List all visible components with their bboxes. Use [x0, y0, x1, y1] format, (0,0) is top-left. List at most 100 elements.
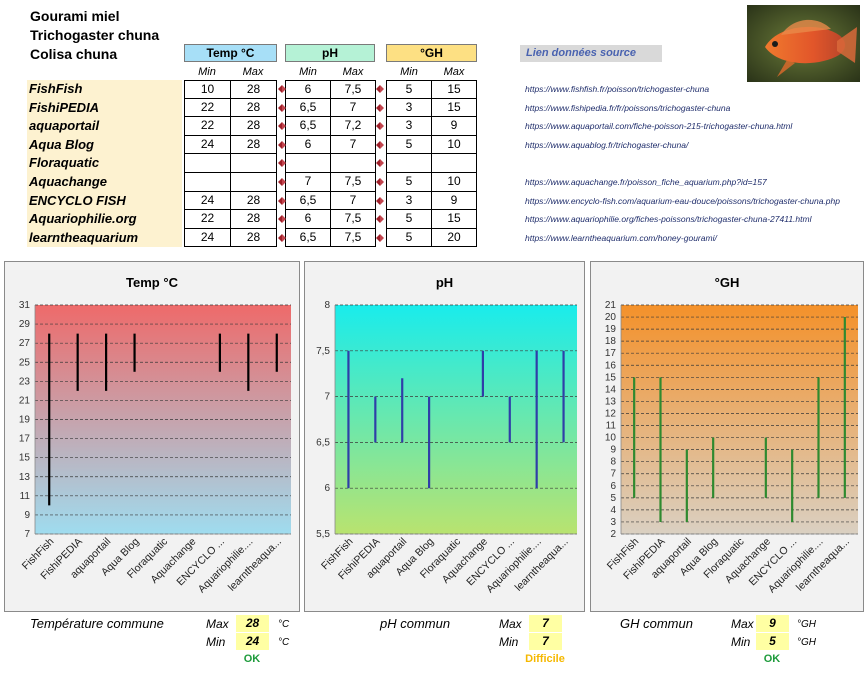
source-url-link[interactable]: https://www.encyclo-fish.com/aquarium-ea… [525, 195, 840, 206]
cell-gh-max: 15 [431, 80, 477, 99]
y-tick-label: 7,5 [316, 346, 330, 357]
source-data-link[interactable]: Lien données source [520, 45, 662, 62]
cell-gh-min: 5 [386, 228, 432, 248]
species-common-name: Gourami miel [30, 8, 120, 24]
cell-gh-max: 10 [431, 173, 477, 192]
source-url-link[interactable]: https://www.aquachange.fr/poisson_fiche_… [525, 177, 767, 187]
y-tick-label: 21 [19, 395, 31, 406]
range-marker-icon [278, 196, 286, 205]
y-tick-label: 2 [610, 529, 616, 540]
range-marker-icon [376, 85, 384, 93]
source-name: aquaportail [27, 117, 182, 136]
range-marker-icon [376, 140, 384, 149]
cell-ph-max: 7,5 [330, 228, 376, 248]
gh-max-label: Max [731, 617, 754, 631]
y-tick-label: 8 [610, 457, 616, 468]
gh-common-min: 5 [756, 633, 789, 650]
source-url-link[interactable]: https://www.aquariophilie.org/fiches-poi… [525, 214, 812, 225]
y-tick-label: 7 [610, 469, 616, 480]
cell-ph-min: 6 [285, 80, 331, 99]
ph-max-label: Max [499, 617, 522, 631]
cell-ph-min: 6 [285, 135, 331, 155]
cell-gh-max: 20 [431, 228, 477, 248]
source-name: Aqua Blog [27, 135, 182, 155]
ph-chart: 5,566,577,58FishFishFishiPEDIAaquaportai… [316, 300, 577, 595]
range-marker-icon [278, 122, 286, 131]
cell-temp-max: 28 [230, 80, 277, 99]
source-url-link[interactable]: https://www.fishfish.fr/poisson/trichoga… [525, 84, 710, 94]
cell-temp-max: 28 [230, 210, 277, 229]
y-tick-label: 19 [19, 415, 31, 426]
gh-min-unit: °GH [797, 637, 816, 648]
ph-chart-title: pH [435, 275, 454, 290]
temp-common-min: 24 [236, 633, 269, 650]
cell-ph-min: 6,5 [285, 191, 331, 211]
range-marker-icon [376, 122, 384, 131]
source-name: learntheaquarium [27, 228, 182, 248]
cell-ph-max [330, 154, 376, 173]
y-tick-label: 18 [605, 336, 617, 347]
cell-ph-max: 7,5 [330, 80, 376, 99]
range-marker-icon [278, 178, 286, 186]
species-synonym-name: Colisa chuna [30, 46, 118, 62]
cell-temp-min [184, 154, 231, 173]
cell-ph-min: 7 [285, 173, 331, 192]
cell-temp-max: 28 [230, 191, 277, 211]
y-tick-label: 17 [605, 348, 617, 359]
source-name: FishiPEDIA [27, 98, 182, 118]
cell-gh-max [431, 154, 477, 173]
range-marker-icon [278, 103, 286, 112]
y-tick-label: 10 [605, 433, 617, 444]
temp-max-label: Max [206, 617, 229, 631]
ph-common-min: 7 [529, 633, 562, 650]
temp-chart-title: Temp °C [126, 275, 178, 290]
source-name: Aquachange [27, 173, 182, 192]
y-tick-label: 6 [324, 483, 330, 494]
cell-temp-max: 28 [230, 98, 277, 118]
cell-ph-max: 7 [330, 191, 376, 211]
y-tick-label: 15 [605, 372, 617, 383]
y-tick-label: 16 [605, 360, 617, 371]
gh-header: °GH [386, 44, 477, 62]
gh-chart-title: °GH [714, 275, 740, 290]
species-scientific-name: Trichogaster chuna [30, 27, 160, 43]
ph-max-label: Max [342, 66, 364, 78]
temp-chart: 791113151719212325272931FishFishFishiPED… [19, 300, 291, 595]
y-tick-label: 3 [610, 517, 616, 528]
y-tick-label: 29 [19, 319, 31, 330]
source-url-link[interactable]: https://www.learntheaquarium.com/honey-g… [525, 232, 717, 243]
range-marker-icon [278, 140, 286, 149]
y-tick-label: 14 [605, 384, 617, 395]
temp-max-label: Max [242, 66, 264, 78]
temp-status: OK [243, 653, 261, 665]
cell-temp-min: 22 [184, 210, 231, 229]
cell-temp-min: 24 [184, 228, 231, 248]
source-name: ENCYCLO FISH [27, 191, 182, 211]
gh-common-max: 9 [756, 615, 789, 632]
temp-min-label: Min [206, 635, 226, 649]
cell-gh-max: 10 [431, 135, 477, 155]
source-url-link[interactable]: https://www.aquaportail.com/fiche-poisso… [525, 121, 793, 132]
y-tick-label: 4 [610, 505, 616, 516]
cell-gh-min: 3 [386, 191, 432, 211]
cell-temp-max: 28 [230, 117, 277, 136]
cell-temp-min: 24 [184, 135, 231, 155]
cell-gh-min: 3 [386, 117, 432, 136]
range-marker-icon [278, 215, 286, 224]
range-marker-icon [376, 178, 384, 186]
source-url-link[interactable]: https://www.fishipedia.fr/fr/poissons/tr… [525, 102, 731, 113]
ph-min-label: Min [499, 635, 519, 649]
cell-ph-max: 7 [330, 98, 376, 118]
source-name: Aquariophilie.org [27, 210, 182, 229]
range-marker-icon [278, 85, 286, 93]
gh-max-unit: °GH [797, 619, 816, 630]
cell-ph-max: 7,5 [330, 173, 376, 192]
source-url-link[interactable]: https://www.aquablog.fr/trichogaster-chu… [525, 139, 689, 150]
gh-min-label: Min [400, 66, 418, 78]
plot-area [335, 305, 577, 534]
cell-ph-max: 7,5 [330, 210, 376, 229]
temp-summary-label: Température commune [30, 616, 164, 631]
range-marker-icon [376, 215, 384, 224]
temp-common-max: 28 [236, 615, 269, 632]
ph-status: Difficile [525, 653, 565, 665]
